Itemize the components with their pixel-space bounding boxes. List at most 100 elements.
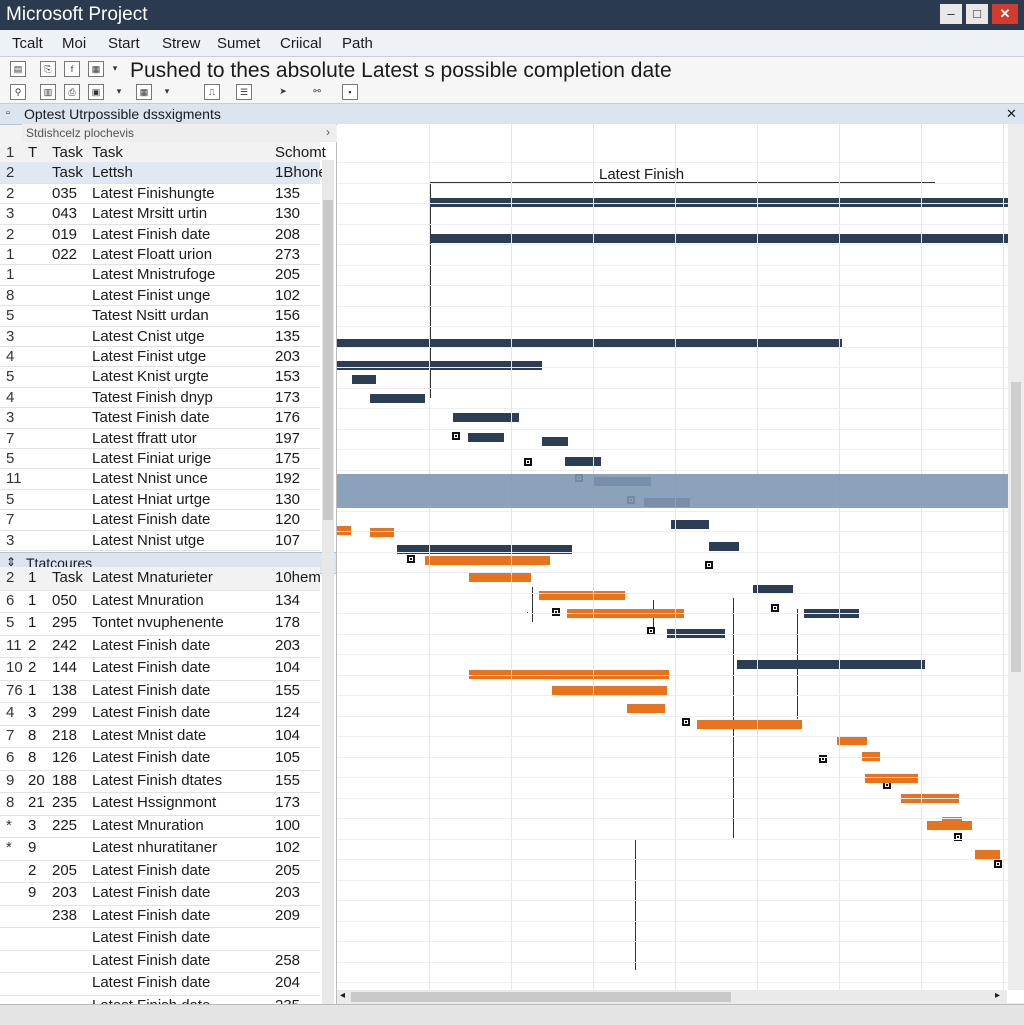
table-row[interactable]: 2 205 Latest Finish date 205 [0,860,320,883]
table-row[interactable]: 5 Latest Finiat urige 175 [0,448,320,470]
table-row[interactable]: 1 Latest Mnistrufoge 205 [0,264,320,286]
table-row[interactable]: * 3 225 Latest Mnuration 100 [0,815,320,838]
table-row[interactable]: Latest Finish date 258 [0,950,320,973]
scroll-right-icon[interactable]: ▸ [995,990,1001,1001]
table-row[interactable]: 76 1 138 Latest Finish date 155 [0,680,320,703]
chart-icon[interactable]: ⎍ [204,84,220,100]
close-button[interactable]: ✕ [992,4,1018,24]
task-bar[interactable] [627,704,665,713]
table-row[interactable]: 10 2 144 Latest Finish date 104 [0,657,320,681]
milestone-marker[interactable] [771,604,779,612]
table-header-row[interactable]: 2 1 Task Latest Mnaturieter 10hem [0,567,321,591]
task-bar[interactable] [337,361,542,370]
scrollbar-thumb[interactable] [351,992,731,1002]
table-row[interactable]: 8 21 235 Latest Hssignmont 173 [0,792,320,816]
task-bar[interactable] [901,794,959,803]
menu-item[interactable]: Moi [62,35,87,52]
gantt-horizontal-scrollbar[interactable]: ◂ ▸ [337,990,1007,1004]
menu-item[interactable]: Strew [162,35,201,52]
cursor-icon[interactable]: ➤ [279,86,287,96]
table-row[interactable]: 5 1 295 Tontet nvuphenente 178 [0,612,320,636]
zoom-icon[interactable]: ⚯ [313,86,321,96]
table-row[interactable]: 4 Latest Finist utge 203 [0,346,320,368]
table-row[interactable]: 3 043 Latest Mrsitt urtin 130 [0,203,320,225]
view-icon[interactable]: ▦ [88,61,104,77]
print-icon[interactable]: ⎙ [64,84,80,100]
task-bar[interactable] [370,528,394,537]
layout-icon[interactable]: ▣ [88,84,104,100]
settings-icon[interactable]: ✕ [1006,106,1017,121]
table-row[interactable]: 9 20 188 Latest Finish dtates 155 [0,770,320,793]
milestone-marker[interactable] [552,608,560,616]
table-row[interactable]: 238 Latest Finish date 209 [0,905,320,928]
gantt-chart[interactable]: Latest Finish [337,124,1024,1004]
scrollbar-thumb[interactable] [1011,382,1021,672]
task-bar[interactable] [737,660,925,669]
table-row[interactable]: 11 2 242 Latest Finish date 203 [0,635,320,658]
milestone-marker[interactable] [819,755,827,763]
new-icon[interactable]: ▤ [10,61,26,77]
table-row[interactable]: 4 Tatest Finish dnyp 173 [0,387,320,409]
milestone-marker[interactable] [524,458,532,466]
table-row[interactable]: 5 Latest Knist urgte 153 [0,366,320,388]
task-bar[interactable] [425,556,550,565]
table-row[interactable]: 7 Latest ffratt utor 197 [0,428,320,449]
menu-item[interactable]: Start [108,35,140,52]
milestone-marker[interactable] [994,860,1002,868]
minimize-button[interactable]: – [940,4,962,24]
chevron-down-icon[interactable]: ▾ [112,63,118,73]
table-row[interactable]: 9 203 Latest Finish date 203 [0,882,320,906]
task-bar[interactable] [453,413,519,422]
table-row[interactable]: 7 8 218 Latest Mnist date 104 [0,725,320,748]
milestone-marker[interactable] [954,833,962,841]
table-row[interactable]: * 9 Latest nhuratitaner 102 [0,837,320,861]
table-row[interactable]: 6 1 050 Latest Mnuration 134 [0,590,320,613]
task-bar[interactable] [697,720,802,729]
table-row[interactable]: 1 022 Latest Floatt urion 273 [0,244,320,266]
table-row[interactable]: 3 Tatest Finish date 176 [0,407,320,429]
chevron-icon[interactable]: › [326,125,330,139]
task-bar[interactable] [352,375,376,384]
milestone-marker[interactable] [407,555,415,563]
calendar-icon[interactable]: ▦ [136,84,152,100]
table-row[interactable]: 5 Tatest Nsitt urdan 156 [0,305,320,327]
task-bar[interactable] [397,545,572,554]
table-row[interactable]: 3 Latest Cnist utge 135 [0,326,320,347]
task-bar[interactable] [865,774,918,783]
task-bar[interactable] [671,520,709,529]
task-bar[interactable] [539,591,625,600]
table-row[interactable]: 3 Latest Nnist utge 107 [0,530,320,551]
table-row[interactable]: 2 035 Latest Finishungte 135 [0,183,320,205]
table-icon[interactable]: ▥ [40,84,56,100]
menu-item[interactable]: Tcalt [12,35,43,52]
table-row[interactable]: Latest Finish date 204 [0,972,320,996]
table-row[interactable]: 4 3 299 Latest Finish date 124 [0,702,320,726]
grid-icon[interactable]: ☰ [236,84,252,100]
task-bar[interactable] [975,850,1000,859]
task-bar[interactable] [469,573,531,582]
table-header-row[interactable]: 1 T Task Task Schomt [0,142,326,164]
milestone-marker[interactable] [452,432,460,440]
menu-item[interactable]: Sumet [217,35,261,52]
summary-bar[interactable] [430,198,1008,207]
scroll-left-icon[interactable]: ◂ [340,990,346,1001]
task-bar[interactable] [927,821,972,830]
menu-item[interactable]: Criical [280,35,322,52]
table-row[interactable]: 5 Latest Hniat urtge 130 [0,489,320,511]
task-bar[interactable] [337,526,351,535]
gantt-vertical-scrollbar[interactable] [1008,124,1024,990]
task-bar[interactable] [753,585,793,594]
save-icon[interactable]: ▪ [342,84,358,100]
filter-icon[interactable]: f [64,61,80,77]
task-bar[interactable] [837,736,867,745]
table-row[interactable]: Latest Finish date 235 [0,995,320,1005]
task-bar[interactable] [552,686,667,695]
milestone-marker[interactable] [682,718,690,726]
task-bar[interactable] [468,433,504,442]
task-bar[interactable] [565,457,601,466]
task-bar[interactable] [709,542,739,551]
task-bar[interactable] [337,339,842,348]
vertical-scrollbar[interactable] [322,160,334,1004]
table-row[interactable]: 2 Task Lettsh 1Bhone [0,162,327,184]
copy-icon[interactable]: ⎘ [40,61,56,77]
